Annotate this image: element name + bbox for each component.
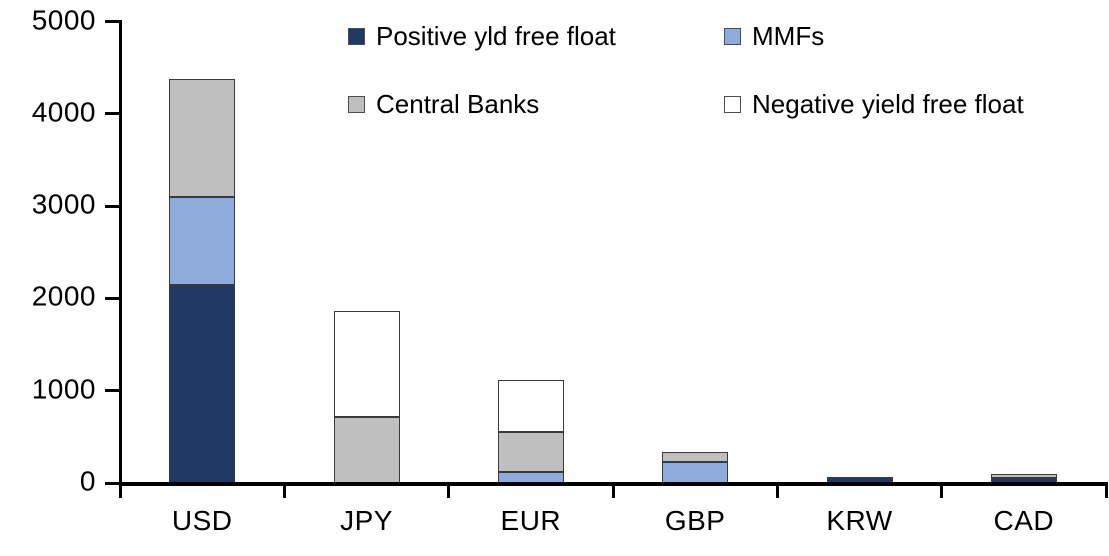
x-tick-mark: [775, 485, 779, 498]
bar-segment-usd-series2: [169, 78, 236, 197]
x-category-label-eur: EUR: [500, 505, 562, 536]
x-axis-line: [118, 482, 1108, 486]
bar-segment-jpy-series2: [333, 416, 400, 483]
x-category-label-usd: USD: [171, 505, 233, 536]
x-category-label-jpy: JPY: [340, 505, 393, 536]
x-category-label-krw: KRW: [826, 505, 893, 536]
y-tick-mark: [105, 389, 120, 393]
y-tick-label: 2000: [31, 281, 96, 313]
legend-label-1: MMFs: [752, 21, 825, 51]
x-category-label-cad: CAD: [993, 505, 1055, 536]
legend-swatch-0: [348, 28, 365, 45]
y-tick-mark: [105, 296, 120, 300]
x-tick-mark: [940, 485, 944, 498]
legend-item-2: Central Banks: [348, 89, 539, 120]
x-tick-mark: [447, 485, 451, 498]
bar-segment-cad-series2: [990, 473, 1057, 478]
legend-swatch-2: [348, 96, 365, 113]
bar-segment-gbp-series1: [662, 461, 729, 483]
legend-swatch-1: [724, 28, 741, 45]
y-tick-label: 1000: [31, 373, 96, 405]
y-tick-mark: [105, 20, 120, 23]
legend-label-3: Negative yield free float: [752, 89, 1024, 119]
legend-label-2: Central Banks: [376, 89, 540, 119]
bar-segment-eur-series2: [497, 432, 564, 472]
x-tick-mark: [282, 485, 286, 498]
bar-segment-usd-series1: [169, 196, 236, 285]
y-axis-line: [118, 19, 122, 496]
y-tick-label: 0: [79, 465, 96, 497]
y-tick-mark: [105, 112, 120, 116]
legend-item-0: Positive yld free float: [348, 21, 616, 52]
legend-item-3: Negative yield free float: [724, 89, 1024, 120]
x-tick-mark: [118, 485, 122, 498]
bar-segment-gbp-series2: [662, 451, 729, 462]
legend-swatch-3: [724, 96, 741, 113]
legend-label-0: Positive yld free float: [376, 21, 616, 51]
x-tick-mark: [611, 485, 615, 498]
y-tick-label: 3000: [31, 188, 96, 220]
bar-segment-usd-series0: [169, 284, 236, 483]
bar-segment-jpy-series3: [333, 311, 400, 417]
x-category-label-gbp: GBP: [664, 505, 726, 536]
legend-item-1: MMFs: [724, 21, 824, 52]
bar-segment-eur-series3: [497, 379, 564, 433]
y-tick-label: 5000: [31, 4, 96, 36]
x-tick-mark: [1104, 485, 1108, 498]
y-tick-label: 4000: [31, 96, 96, 128]
y-tick-mark: [105, 204, 120, 208]
y-tick-mark: [105, 481, 120, 485]
